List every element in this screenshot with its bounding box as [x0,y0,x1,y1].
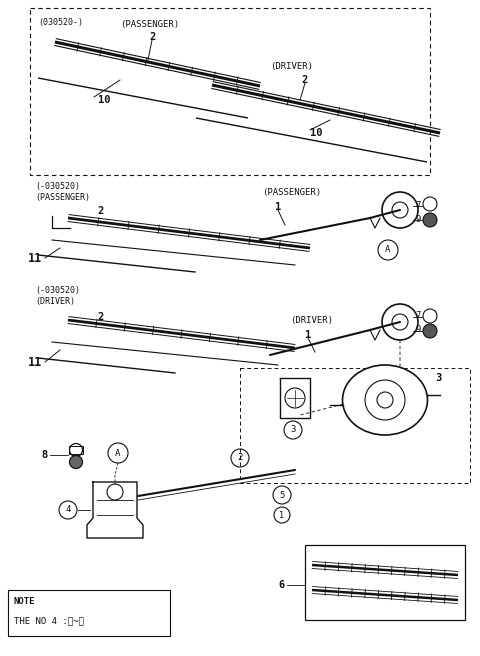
Bar [69,446,83,454]
Text: 1: 1 [279,510,285,520]
Text: (-030520): (-030520) [35,182,80,191]
Text: 10: 10 [310,128,323,138]
Text: 1: 1 [305,330,311,340]
Text: A: A [385,245,391,255]
Circle shape [423,324,437,338]
Bar [240,368,470,483]
Text: 1: 1 [275,202,281,212]
Text: (DRIVER): (DRIVER) [270,62,313,71]
Text: 6: 6 [279,580,285,590]
Text: 5: 5 [279,491,285,499]
Text: THE NO 4 :①~④: THE NO 4 :①~④ [14,616,84,625]
Text: 2: 2 [97,312,103,322]
Text: 11: 11 [28,251,42,264]
Text: (030520-): (030520-) [38,18,83,27]
Bar [30,8,430,175]
Text: (PASSENGER): (PASSENGER) [262,188,321,197]
Text: NOTE: NOTE [14,597,36,606]
Text: 10: 10 [98,95,110,105]
Text: 9: 9 [415,325,420,335]
Text: (DRIVER): (DRIVER) [35,297,75,306]
Text: 2: 2 [149,32,155,42]
Text: 8: 8 [42,450,48,460]
Text: 2: 2 [237,453,243,462]
Circle shape [70,455,83,468]
Text: (DRIVER): (DRIVER) [290,316,333,325]
Text: 11: 11 [28,356,42,369]
Text: 2: 2 [302,75,308,85]
Text: 7: 7 [415,312,420,321]
Text: A: A [115,449,120,457]
Ellipse shape [343,365,428,435]
Text: 7: 7 [415,201,420,209]
Text: 3: 3 [290,426,296,434]
Text: (PASSENGER): (PASSENGER) [35,193,90,202]
Text: (-030520): (-030520) [35,286,80,295]
Bar [305,545,465,620]
Text: 3: 3 [435,373,441,383]
Circle shape [423,213,437,227]
Text: (PASSENGER): (PASSENGER) [120,20,179,29]
Text: 9: 9 [415,215,420,224]
Bar [8,590,170,636]
Text: 2: 2 [97,206,103,216]
Text: 4: 4 [65,506,71,514]
